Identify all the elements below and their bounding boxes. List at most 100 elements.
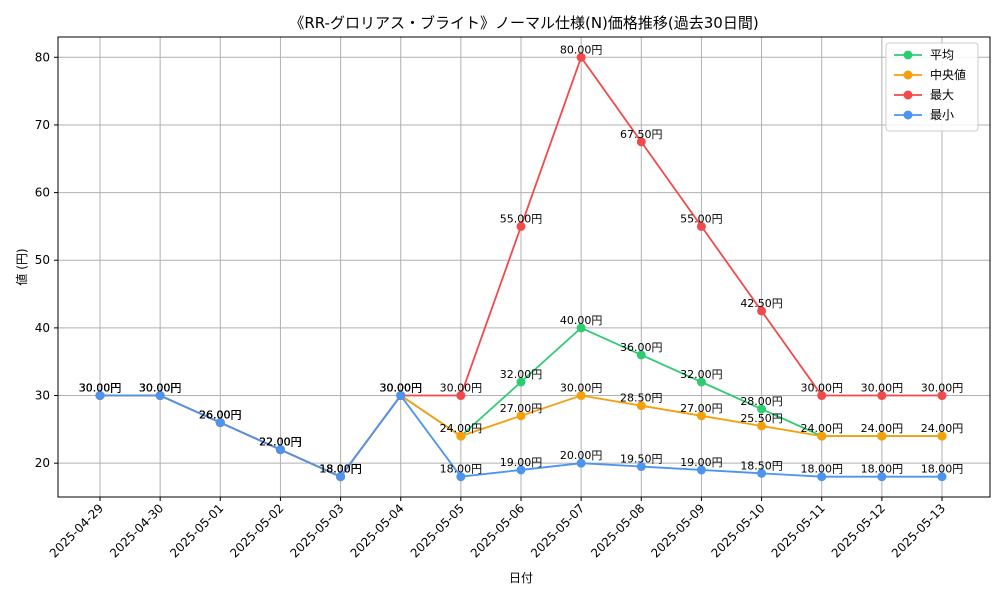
data-label: 55.00円: [500, 212, 543, 225]
legend-swatch-marker: [903, 50, 913, 60]
data-label: 36.00円: [620, 341, 663, 354]
data-point: [757, 404, 767, 414]
data-point: [516, 377, 526, 387]
data-point: [576, 52, 586, 62]
x-tick-label: 2025-04-30: [107, 501, 166, 560]
x-tick-label: 2025-05-06: [468, 501, 527, 560]
data-label: 18.50円: [740, 459, 783, 472]
y-tick-label: 60: [35, 186, 50, 200]
data-label: 19.00円: [500, 456, 543, 469]
series-group: [95, 52, 947, 482]
y-tick-label: 50: [35, 253, 50, 267]
data-label: 30.00円: [379, 382, 422, 395]
data-point: [696, 411, 706, 421]
data-point: [696, 465, 706, 475]
y-tick-label: 20: [35, 456, 50, 470]
data-label: 30.00円: [560, 382, 603, 395]
data-point: [516, 465, 526, 475]
data-point: [937, 472, 947, 482]
chart-title: 《RR-グロリアス・ブライト》ノーマル仕様(N)価格推移(過去30日間): [289, 14, 758, 32]
data-label: 18.00円: [440, 463, 483, 476]
data-point: [937, 431, 947, 441]
data-point: [516, 221, 526, 231]
data-point: [757, 468, 767, 478]
x-tick-label: 2025-05-09: [648, 501, 707, 560]
data-point: [456, 391, 466, 401]
data-point: [696, 221, 706, 231]
data-label: 30.00円: [379, 382, 422, 395]
data-point: [877, 431, 887, 441]
data-label: 26.00円: [199, 409, 242, 422]
data-label: 18.00円: [319, 463, 362, 476]
data-label: 30.00円: [139, 382, 182, 395]
legend-label: 平均: [930, 48, 954, 62]
data-label: 26.00円: [199, 409, 242, 422]
x-tick-label: 2025-05-03: [287, 501, 346, 560]
legend-label: 最小: [930, 108, 954, 122]
data-label: 30.00円: [79, 382, 122, 395]
data-label: 55.00円: [680, 212, 723, 225]
legend-label: 最大: [930, 88, 954, 102]
data-point: [757, 421, 767, 431]
data-label: 20.00円: [560, 449, 603, 462]
data-label: 18.00円: [319, 463, 362, 476]
data-label: 19.00円: [680, 456, 723, 469]
data-label: 24.00円: [921, 422, 964, 435]
data-point: [877, 472, 887, 482]
y-tick-label: 30: [35, 389, 50, 403]
data-label: 40.00円: [560, 314, 603, 327]
x-tick-label: 2025-04-29: [47, 501, 106, 560]
data-point: [155, 391, 165, 401]
legend-swatch-marker: [903, 110, 913, 120]
x-tick-label: 2025-05-01: [167, 501, 226, 560]
data-label: 18.00円: [800, 463, 843, 476]
data-label: 26.00円: [199, 409, 242, 422]
x-tick-label: 2025-05-11: [769, 501, 828, 560]
data-point: [696, 377, 706, 387]
data-label: 22.00円: [259, 436, 302, 449]
data-label: 18.00円: [921, 463, 964, 476]
data-label: 25.50円: [740, 412, 783, 425]
data-point: [817, 391, 827, 401]
data-label: 30.00円: [921, 382, 964, 395]
data-label: 27.00円: [500, 402, 543, 415]
data-label: 22.00円: [259, 436, 302, 449]
data-label: 22.00円: [259, 436, 302, 449]
legend-swatch-marker: [903, 70, 913, 80]
x-tick-label: 2025-05-07: [528, 501, 587, 560]
y-axis: 20 30 40 50 60 70 80: [35, 50, 58, 470]
data-point: [95, 391, 105, 401]
data-label: 30.00円: [861, 382, 904, 395]
data-point: [636, 401, 646, 411]
y-tick-label: 70: [35, 118, 50, 132]
data-point: [636, 137, 646, 147]
data-label: 30.00円: [440, 382, 483, 395]
grid-lines: [58, 37, 990, 497]
data-point: [275, 445, 285, 455]
x-tick-label: 2025-05-04: [348, 501, 407, 560]
data-point: [757, 306, 767, 316]
data-point: [215, 418, 225, 428]
data-point: [636, 350, 646, 360]
data-point: [576, 323, 586, 333]
y-tick-label: 80: [35, 50, 50, 64]
data-label: 24.00円: [861, 422, 904, 435]
data-label: 24.00円: [440, 422, 483, 435]
x-tick-label: 2025-05-05: [408, 501, 467, 560]
data-label: 30.00円: [379, 382, 422, 395]
data-label: 18.00円: [319, 463, 362, 476]
x-tick-label: 2025-05-12: [829, 501, 888, 560]
data-point: [456, 431, 466, 441]
legend-label: 中央値: [930, 67, 966, 82]
data-label: 30.00円: [139, 382, 182, 395]
data-label: 30.00円: [139, 382, 182, 395]
data-label: 80.00円: [560, 43, 603, 56]
data-label: 28.50円: [620, 392, 663, 405]
data-label: 24.00円: [800, 422, 843, 435]
legend-box: [885, 42, 979, 132]
x-tick-label: 2025-05-02: [227, 501, 286, 560]
data-point: [817, 472, 827, 482]
data-point: [336, 472, 346, 482]
data-label: 18.00円: [861, 463, 904, 476]
